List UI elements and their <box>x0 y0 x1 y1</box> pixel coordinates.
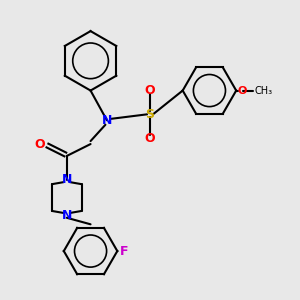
Text: CH₃: CH₃ <box>254 85 272 96</box>
Text: O: O <box>35 138 45 151</box>
Text: N: N <box>61 209 72 222</box>
Text: S: S <box>146 108 154 121</box>
Text: N: N <box>102 114 112 127</box>
Text: O: O <box>145 84 155 97</box>
Text: N: N <box>61 173 72 186</box>
Text: O: O <box>238 85 247 96</box>
Text: F: F <box>120 244 129 258</box>
Text: O: O <box>145 132 155 145</box>
